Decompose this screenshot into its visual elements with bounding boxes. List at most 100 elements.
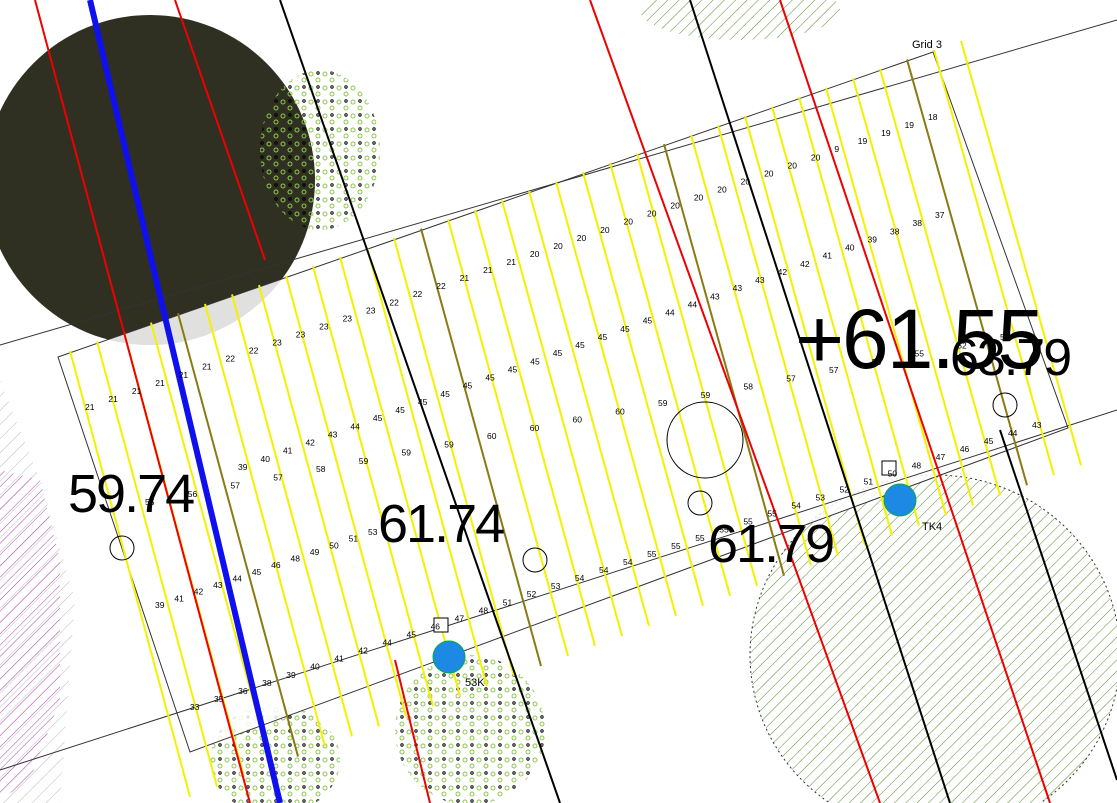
contour-label: 59: [359, 456, 369, 466]
contour-label: 46: [271, 560, 281, 570]
contour-label: 60: [615, 406, 625, 416]
yellow-line: [852, 78, 974, 506]
contour-label: 19: [858, 136, 868, 146]
contour-label: 53: [368, 527, 378, 537]
contour-label: 57: [273, 472, 283, 482]
station-box: [881, 460, 897, 476]
contour-label: 23: [366, 305, 376, 315]
contour-label: 53: [551, 581, 561, 591]
contour-label: 21: [460, 273, 470, 283]
contour-label: 52: [840, 484, 850, 494]
contour-label: 20: [577, 233, 587, 243]
red-line: [174, 0, 266, 261]
contour-label: 20: [788, 160, 798, 170]
contour-label: 56: [188, 489, 198, 499]
contour-label: 59: [444, 439, 454, 449]
contour-label: 57: [829, 365, 839, 375]
contour-label: 54: [575, 573, 585, 583]
contour-label: 22: [249, 346, 259, 356]
yellow-line: [960, 40, 1082, 466]
contour-label: 55: [671, 541, 681, 551]
contour-label: 52: [527, 589, 537, 599]
contour-label: 43: [328, 429, 338, 439]
contour-label: 21: [108, 394, 118, 404]
contour-label: 42: [800, 259, 810, 269]
contour-labels: 21 21 21 21 21 21 22 22 23 23 23 23 23 22 22 22 21 21 21 20…: [85, 112, 1042, 712]
contour-label: 45: [252, 567, 262, 577]
yellow-line: [555, 181, 677, 617]
contour-label: 59: [658, 398, 668, 408]
contour-label: 55: [719, 525, 729, 535]
yellow-line: [285, 275, 407, 717]
black-line: [999, 429, 1117, 781]
contour-label: 55: [145, 497, 155, 507]
contour-label: 33: [190, 702, 200, 712]
vegetation: [260, 70, 380, 230]
contour-label: 39: [238, 462, 248, 472]
contour-label: 45: [620, 324, 630, 334]
contour-label: 45: [984, 436, 994, 446]
contour-label: 21: [179, 370, 189, 380]
red-line: [589, 0, 881, 803]
yellow-line: [744, 115, 866, 546]
blue-line: [87, 0, 283, 803]
boundary: [0, 409, 1117, 771]
contour-label: 23: [319, 321, 329, 331]
red-line: [34, 0, 251, 803]
contour-label: 44: [1008, 428, 1018, 438]
contour-label: 60: [530, 423, 540, 433]
contour-label: 43: [755, 275, 765, 285]
spot-level: 61.74: [378, 494, 504, 554]
contour-label: 58: [744, 382, 754, 392]
contour-label: 45: [575, 340, 585, 350]
spot-level: 59.74: [68, 464, 194, 524]
contour-label: 21: [507, 257, 517, 267]
contour-label: 22: [436, 281, 446, 291]
yellow-line: [825, 87, 947, 516]
contour-label: 45: [463, 381, 473, 391]
yellow-line: [96, 341, 218, 787]
station: [432, 640, 466, 674]
yellow-line: [447, 219, 569, 657]
contour-label: 20: [624, 217, 634, 227]
black-line: [689, 0, 951, 803]
yellow-line: [906, 59, 1028, 486]
contour-label: 23: [296, 330, 306, 340]
station-box: [433, 617, 449, 633]
contour-label: 46: [960, 444, 970, 454]
yellow-line: [609, 162, 731, 597]
contour-label: 45: [440, 389, 450, 399]
contour-label: 45: [418, 397, 428, 407]
tree-canopy: [0, 15, 315, 345]
red-line: [779, 0, 1051, 803]
grid-label: Grid 3: [912, 39, 942, 51]
contour-label: 59: [402, 448, 412, 458]
yellow-line: [69, 350, 191, 797]
contour-label: 44: [688, 299, 698, 309]
contour-label: 21: [85, 402, 95, 412]
contour-label: 58: [316, 464, 326, 474]
yellow-line: [204, 303, 326, 747]
contour-label: 23: [343, 313, 353, 323]
contour-label: 19: [881, 128, 891, 138]
contour-label: 39: [868, 234, 878, 244]
contour-label: 45: [530, 356, 540, 366]
yellow-line: [420, 228, 542, 667]
contour-label: 56: [872, 357, 882, 367]
contour-label: 54: [791, 501, 801, 511]
vegetation: [749, 474, 1117, 803]
contour-label: 22: [226, 354, 236, 364]
contour-label: 44: [665, 308, 675, 318]
contour-label: 40: [310, 662, 320, 672]
boundary: [0, 19, 1117, 346]
contour-label: 41: [174, 593, 184, 603]
yellow-line: [528, 190, 650, 627]
yellow-line: [663, 143, 785, 576]
contour-label: 20: [694, 193, 704, 203]
contour-label: 45: [553, 348, 563, 358]
contour-label: 57: [231, 481, 241, 491]
contour-label: 51: [349, 534, 359, 544]
contour-label: 48: [912, 460, 922, 470]
contour-label: 49: [310, 547, 320, 557]
spot-level: 63.79: [950, 329, 1070, 387]
